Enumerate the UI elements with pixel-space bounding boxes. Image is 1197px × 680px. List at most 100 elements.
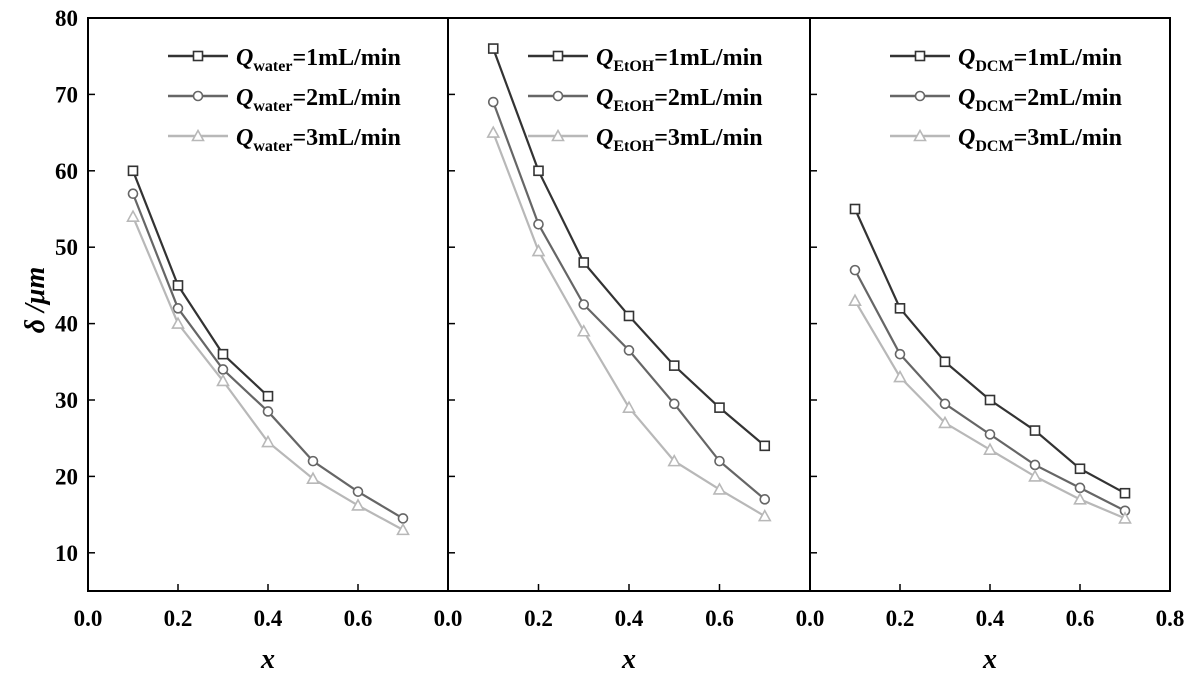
legend: Qwater=1mL/min Qwater=2mL/min Qwater=3mL/m… <box>168 45 401 155</box>
y-tick-label: 80 <box>55 6 78 31</box>
data-point <box>712 482 727 495</box>
series-line <box>131 193 404 520</box>
legend-entry: QDCM=1mL/min <box>890 45 1122 75</box>
data-point <box>217 364 229 375</box>
legend-label: Qwater=2mL/min <box>236 85 401 115</box>
legend-entry: QEtOH=1mL/min <box>528 45 763 75</box>
x-tick-label: 0.2 <box>164 606 193 631</box>
y-tick-label: 50 <box>55 235 78 260</box>
series-line <box>131 170 269 397</box>
legend-entry: Qwater=2mL/min <box>168 85 401 115</box>
x-tick-label: 0.0 <box>434 606 463 631</box>
y-tick-label: 60 <box>55 159 78 184</box>
data-point <box>352 486 364 497</box>
data-point <box>533 165 544 177</box>
data-point <box>171 316 185 329</box>
legend-label: QEtOH=1mL/min <box>596 45 763 75</box>
data-point <box>1028 469 1042 482</box>
data-point <box>1074 482 1086 494</box>
data-point <box>984 394 996 406</box>
legend-label: QEtOH=2mL/min <box>596 85 763 115</box>
data-point <box>1029 425 1041 436</box>
legend-label: QDCM=3mL/min <box>958 125 1122 155</box>
data-point <box>172 303 184 314</box>
data-point <box>217 348 229 360</box>
x-axis-title: x <box>621 644 636 675</box>
x-axis-title: x <box>982 644 997 675</box>
chart-panel-water: 0.0 0.2 0.4 0.6 x 10 20 30 40 50 60 70 80 δ /μm Qwater… <box>20 6 449 675</box>
data-point <box>893 369 907 383</box>
legend-marker <box>913 128 927 142</box>
x-tick-label: 0.4 <box>976 606 1005 631</box>
x-tick-label: 0.6 <box>1066 606 1095 631</box>
legend-label: QDCM=2mL/min <box>958 85 1122 115</box>
data-point <box>894 348 906 360</box>
data-point <box>578 257 590 268</box>
legend-marker <box>551 128 565 142</box>
x-tick-label: 0.4 <box>254 606 283 631</box>
data-point <box>216 373 230 387</box>
y-tick-label: 30 <box>55 388 78 413</box>
data-point <box>939 356 951 368</box>
data-point <box>848 293 862 306</box>
data-point <box>939 398 951 410</box>
legend-label: QDCM=1mL/min <box>958 45 1122 75</box>
data-point <box>714 455 725 467</box>
legend-label: QEtOH=3mL/min <box>596 125 763 155</box>
x-tick-label: 0.6 <box>705 606 734 631</box>
x-tick-label: 0.2 <box>524 606 553 631</box>
y-tick-label: 10 <box>55 541 78 566</box>
legend-entry: QEtOH=2mL/min <box>528 85 763 115</box>
x-tick-label: 0.6 <box>344 606 373 631</box>
data-point <box>668 360 680 371</box>
data-point <box>396 522 410 536</box>
data-point <box>623 310 635 322</box>
data-point <box>397 513 409 524</box>
y-tick-label: 20 <box>55 464 78 489</box>
legend-marker <box>552 50 564 62</box>
legend-marker <box>192 90 204 102</box>
data-point <box>533 218 544 230</box>
x-tick-label: 0.2 <box>886 606 915 631</box>
data-point <box>261 434 275 448</box>
data-point <box>307 455 319 467</box>
data-point <box>486 125 501 138</box>
data-point <box>1119 487 1131 499</box>
series-triangle <box>126 209 410 536</box>
data-point <box>487 96 499 108</box>
y-tick-label: 40 <box>55 312 78 337</box>
data-point <box>306 471 320 484</box>
x-tick-label: 0.0 <box>796 606 825 631</box>
legend-label: Qwater=1mL/min <box>236 45 401 75</box>
legend-marker <box>914 90 926 102</box>
series-circle <box>487 96 771 505</box>
data-point <box>127 165 139 177</box>
series-circle <box>127 188 409 524</box>
x-tick-label: 0.8 <box>1156 606 1185 631</box>
data-point <box>1073 492 1087 505</box>
data-point <box>714 402 725 413</box>
data-point <box>759 494 771 505</box>
data-point <box>351 498 365 511</box>
data-point <box>578 299 590 310</box>
data-point <box>938 415 952 429</box>
data-point <box>623 345 635 356</box>
legend-label: Qwater=3mL/min <box>236 125 401 155</box>
data-point <box>668 398 680 410</box>
legend: QDCM=1mL/min QDCM=2mL/min QDCM=3mL/min <box>890 45 1122 155</box>
data-point <box>849 203 861 215</box>
data-point <box>983 442 997 455</box>
chart-panel-dcm: 0.0 0.2 0.4 0.6 0.8 x QDCM=1mL/min QDCM=2mL/min… <box>796 17 1185 675</box>
legend-marker <box>191 128 205 142</box>
data-point <box>849 264 861 276</box>
series-triangle <box>486 125 772 522</box>
legend-entry: Qwater=3mL/min <box>168 125 401 155</box>
data-point <box>531 243 546 257</box>
data-point <box>487 43 499 54</box>
data-point <box>984 429 996 440</box>
x-tick-label: 0.0 <box>74 606 103 631</box>
data-point <box>622 400 636 413</box>
data-point <box>126 209 140 222</box>
chart-panel-etoh: 0.0 0.2 0.4 0.6xQEtOH=1mL/minQEtOH=2mL/minQ… <box>434 17 811 675</box>
